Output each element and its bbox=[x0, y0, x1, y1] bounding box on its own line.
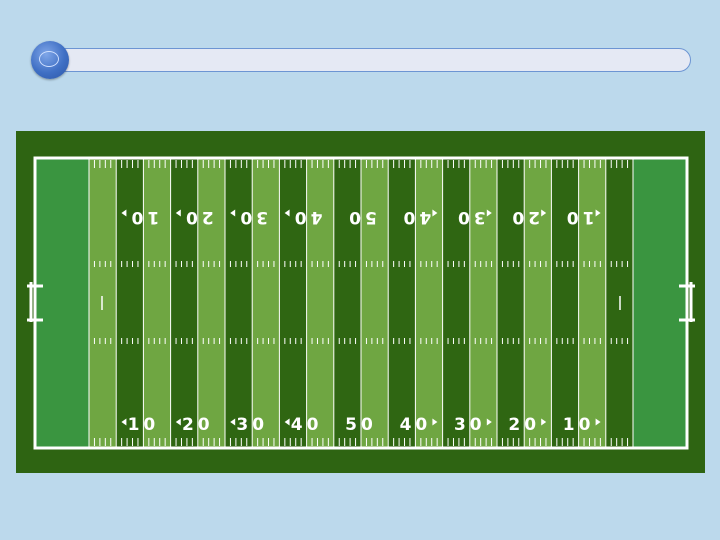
field-stripe bbox=[252, 158, 280, 448]
field-stripe bbox=[225, 158, 253, 448]
field-stripe bbox=[143, 158, 171, 448]
field-stripe bbox=[279, 158, 307, 448]
goalpost bbox=[27, 282, 43, 322]
field-stripe bbox=[415, 158, 443, 448]
direction-arrow bbox=[175, 418, 181, 426]
yard-number-top: 50 bbox=[345, 207, 377, 227]
direction-arrow bbox=[595, 418, 601, 426]
yard-number-bottom: 20 bbox=[508, 415, 540, 435]
yard-number-top: 10 bbox=[563, 207, 595, 227]
yard-number-bottom: 40 bbox=[400, 415, 432, 435]
yard-number-top: 20 bbox=[508, 207, 540, 227]
yard-number-top: 40 bbox=[400, 207, 432, 227]
direction-arrow bbox=[432, 418, 438, 426]
direction-arrow bbox=[486, 209, 492, 217]
field-stripe bbox=[333, 158, 362, 448]
yard-number-bottom: 10 bbox=[128, 415, 160, 435]
right-endzone bbox=[633, 158, 687, 448]
field-stripe bbox=[442, 158, 471, 448]
direction-arrow bbox=[595, 209, 601, 217]
direction-arrow bbox=[230, 209, 236, 217]
football-field: 10 20 30 40 50 40 30 20 10 10 20 30 40 50 40 30 20 10 bbox=[16, 131, 705, 473]
yard-number-top: 20 bbox=[182, 207, 214, 227]
field-stripe bbox=[197, 158, 226, 448]
football-field-graphic: 10 20 30 40 50 40 30 20 10 10 20 30 40 50 40 30 20 10 bbox=[16, 131, 705, 473]
direction-arrow bbox=[121, 418, 127, 426]
direction-arrow bbox=[486, 418, 492, 426]
title-bullet-icon bbox=[31, 41, 69, 79]
field-stripe bbox=[170, 158, 199, 448]
field-stripe bbox=[116, 158, 144, 448]
direction-arrow bbox=[284, 418, 290, 426]
yard-number-top: 30 bbox=[236, 207, 268, 227]
direction-arrow bbox=[284, 209, 290, 217]
yard-number-bottom: 50 bbox=[345, 415, 377, 435]
yard-number-bottom: 40 bbox=[291, 415, 323, 435]
field-boundary bbox=[33, 156, 689, 450]
field-stripe bbox=[578, 158, 607, 448]
yard-number-bottom: 30 bbox=[454, 415, 486, 435]
field-stripe bbox=[551, 158, 579, 448]
yard-number-top: 40 bbox=[291, 207, 323, 227]
direction-arrow bbox=[541, 209, 547, 217]
yard-number-top: 10 bbox=[128, 207, 160, 227]
field-stripe bbox=[524, 158, 552, 448]
direction-arrow bbox=[432, 209, 438, 217]
field-stripe bbox=[469, 158, 498, 448]
direction-arrow bbox=[230, 418, 236, 426]
direction-arrow bbox=[121, 209, 127, 217]
field-stripe bbox=[306, 158, 335, 448]
goalpost bbox=[679, 282, 695, 322]
yard-number-top: 30 bbox=[454, 207, 486, 227]
yard-number-bottom: 30 bbox=[236, 415, 268, 435]
field-stripe bbox=[388, 158, 416, 448]
field-stripe bbox=[497, 158, 525, 448]
yard-number-bottom: 20 bbox=[182, 415, 214, 435]
direction-arrow bbox=[541, 418, 547, 426]
field-stripe bbox=[361, 158, 389, 448]
yard-number-bottom: 10 bbox=[563, 415, 595, 435]
left-endzone bbox=[35, 158, 89, 448]
slide-title-bar bbox=[46, 48, 691, 72]
direction-arrow bbox=[175, 209, 181, 217]
